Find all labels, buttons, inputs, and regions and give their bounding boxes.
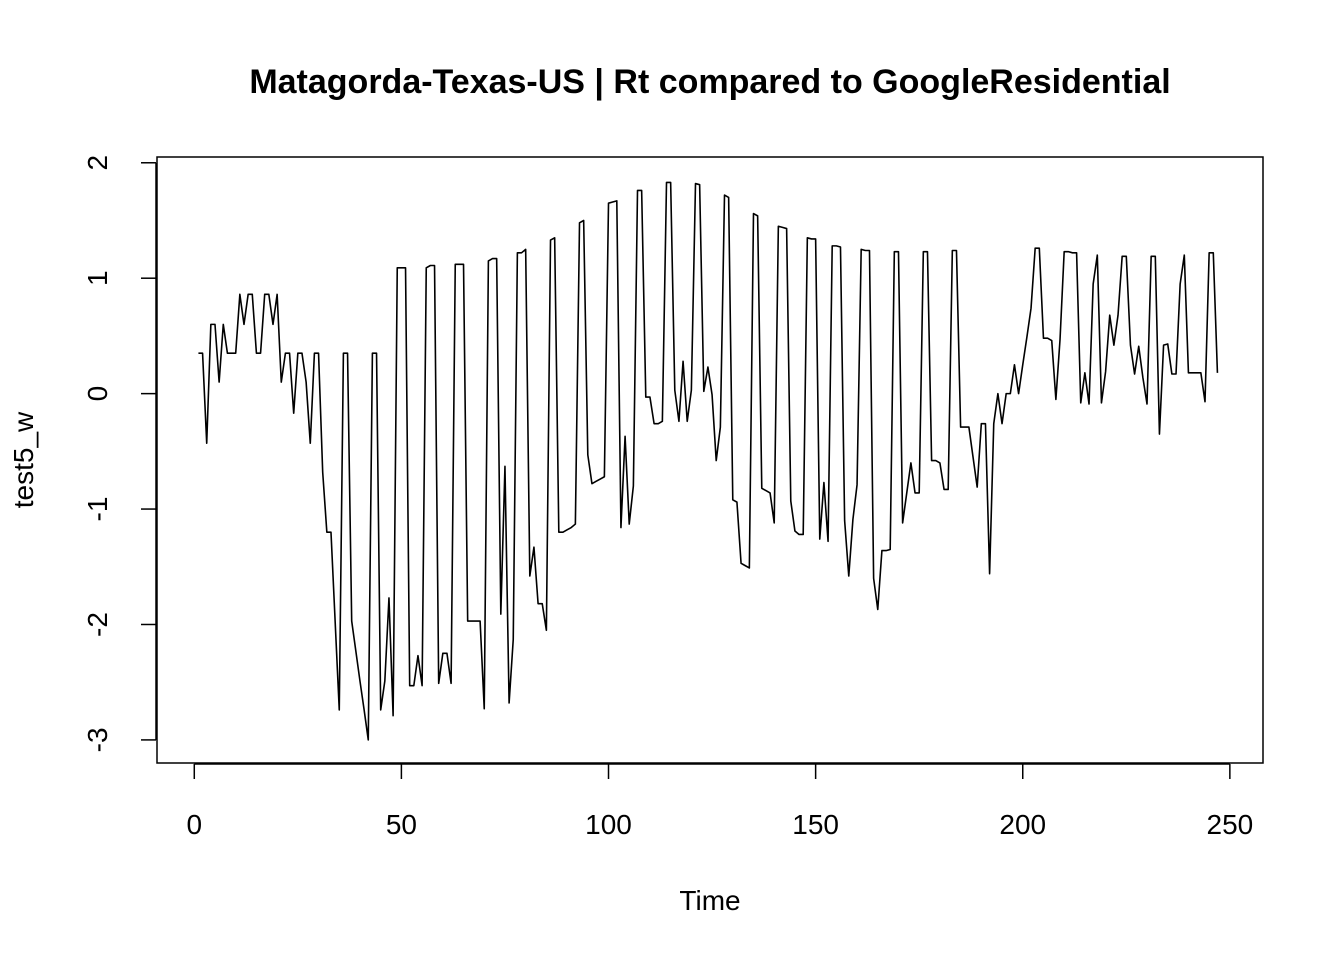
x-axis-label: Time [679, 885, 740, 916]
y-tick-label: -3 [82, 727, 113, 752]
x-tick-label: 100 [585, 809, 632, 840]
y-axis: -3 -2 -1 0 1 2 [82, 155, 157, 752]
x-axis: 0 50 100 150 200 250 [186, 763, 1254, 840]
y-tick-label: -2 [82, 612, 113, 637]
y-axis-label: test5_w [8, 411, 39, 508]
x-tick-label: 50 [386, 809, 417, 840]
y-tick-label: -1 [82, 497, 113, 522]
y-tick-label: 1 [82, 270, 113, 286]
y-tick-label: 2 [82, 155, 113, 171]
x-tick-label: 250 [1207, 809, 1254, 840]
x-tick-label: 0 [186, 809, 202, 840]
series-line [198, 181, 1219, 741]
y-tick-label: 0 [82, 386, 113, 402]
chart-title: Matagorda-Texas-US | Rt compared to Goog… [249, 63, 1170, 101]
plot-frame [156, 156, 1264, 764]
x-tick-label: 200 [999, 809, 1046, 840]
x-tick-label: 150 [792, 809, 839, 840]
